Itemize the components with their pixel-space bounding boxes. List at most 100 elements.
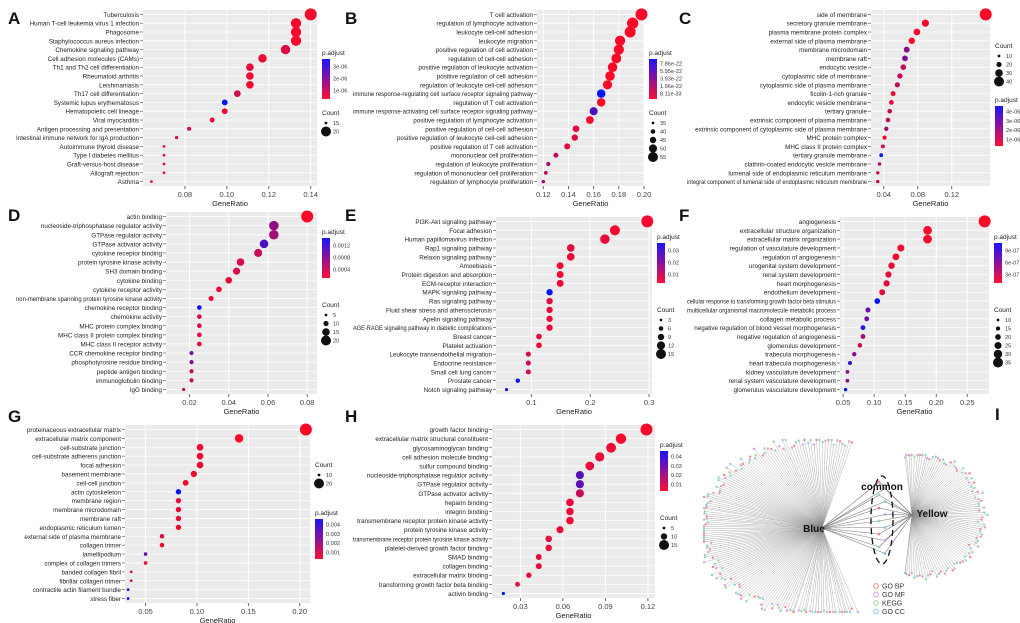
- data-point: [545, 544, 552, 552]
- network-node: [907, 574, 911, 577]
- data-point: [246, 81, 254, 89]
- color-legend-label: 4e-06: [1006, 110, 1020, 116]
- term-label: extrinsic component of plasma membrane: [750, 118, 867, 125]
- network-edge: [703, 496, 823, 529]
- term-label: collagen trimer: [80, 543, 121, 550]
- network-node: [747, 461, 751, 464]
- data-point: [126, 597, 130, 600]
- data-point: [182, 479, 189, 486]
- data-point: [575, 471, 584, 480]
- network-edge: [749, 456, 823, 529]
- network-edge: [706, 517, 823, 529]
- network-edge: [884, 514, 913, 516]
- size-legend-dot: [648, 144, 658, 153]
- network-edge: [908, 514, 913, 576]
- term-label: extracellular structure organization: [740, 228, 837, 235]
- data-point: [566, 498, 574, 507]
- network-node: [913, 576, 916, 579]
- x-tick-label: 0.05: [836, 398, 851, 407]
- network-node: [753, 595, 756, 598]
- network-edge: [778, 527, 823, 608]
- data-point: [545, 535, 552, 543]
- size-legend-label: 20: [333, 339, 339, 345]
- network-node: [794, 440, 798, 444]
- data-point: [585, 461, 595, 471]
- network-node: [763, 452, 766, 455]
- network-edge: [821, 445, 846, 529]
- data-point: [216, 286, 222, 293]
- term-label: Viral myocarditis: [93, 118, 139, 125]
- data-point: [857, 343, 863, 348]
- network-edge: [711, 527, 823, 576]
- network-edge: [719, 492, 823, 529]
- term-label: MHC protein complex binding: [79, 323, 162, 330]
- data-point: [233, 267, 241, 275]
- network-node: [803, 608, 806, 612]
- network-node: [942, 461, 946, 465]
- term-label: regulation of mononuclear cell prolifera…: [414, 170, 533, 177]
- network-node: [982, 523, 986, 526]
- term-label: regulation of lymphocyte proliferation: [430, 179, 533, 186]
- network-node: [717, 476, 721, 479]
- color-bar: [322, 238, 330, 278]
- x-tick-label: 0.16: [586, 190, 601, 199]
- data-point: [979, 8, 992, 21]
- size-legend-label: 20: [333, 130, 339, 136]
- size-legend-dot: [658, 326, 664, 331]
- size-legend-dot: [994, 76, 1004, 87]
- legend-marker: [873, 600, 879, 606]
- x-tick-label: 0.04: [221, 398, 236, 407]
- network-node: [713, 562, 716, 566]
- network-node: [760, 607, 764, 610]
- network-edge: [878, 514, 913, 522]
- network-node: [968, 543, 971, 547]
- network-edge: [911, 514, 983, 518]
- size-legend-label: 15: [1005, 327, 1011, 333]
- network-edge: [911, 457, 933, 516]
- term-label: protein tyrosine kinase activity: [404, 527, 489, 534]
- data-point: [196, 443, 204, 451]
- data-point: [847, 361, 852, 366]
- network-edge: [707, 495, 823, 529]
- term-label: heparin binding: [445, 500, 489, 507]
- network-node: [905, 572, 908, 576]
- data-point: [615, 433, 627, 444]
- network-node: [739, 457, 743, 461]
- network-node: [782, 447, 785, 450]
- network-node: [883, 526, 887, 529]
- network-edge: [713, 492, 823, 529]
- x-tick-label: 0.08: [178, 190, 193, 199]
- size-legend-dot: [322, 328, 330, 336]
- x-tick-label: 0.10: [190, 607, 205, 616]
- network-node: [883, 539, 887, 542]
- data-point: [536, 342, 542, 349]
- network-node: [770, 447, 773, 451]
- network-edge: [904, 457, 913, 516]
- network-node: [706, 550, 710, 554]
- color-legend-title: p.adjust: [322, 50, 345, 57]
- network-edge: [911, 458, 930, 516]
- term-label: Leukocyte transendothelial migration: [389, 352, 492, 359]
- network-node: [752, 447, 756, 451]
- network-edge: [730, 527, 823, 580]
- network-edge: [794, 445, 823, 529]
- data-point: [575, 489, 584, 498]
- color-legend: p.adjust 4e-06 3e-06 2e-06 1e-06: [995, 97, 1020, 146]
- data-point: [600, 234, 610, 244]
- data-point: [613, 44, 624, 55]
- data-point: [596, 98, 606, 107]
- network-node: [748, 458, 751, 462]
- term-label: extracellular matrix structural constitu…: [375, 436, 488, 443]
- network-node: [850, 441, 854, 444]
- network-edge: [911, 514, 941, 572]
- color-legend-label: 0.001: [326, 550, 340, 556]
- network-node: [980, 518, 983, 521]
- network-node: [781, 438, 784, 442]
- network-node: [926, 574, 930, 577]
- network-edge: [704, 513, 823, 529]
- data-point: [149, 180, 153, 184]
- network-edge: [911, 512, 985, 516]
- network-node: [970, 485, 973, 488]
- data-point: [258, 54, 267, 63]
- network-node: [723, 578, 727, 581]
